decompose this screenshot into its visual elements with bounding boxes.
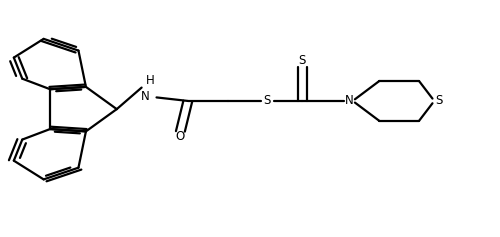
Text: S: S bbox=[264, 94, 271, 107]
Text: S: S bbox=[436, 94, 442, 107]
Text: N: N bbox=[141, 90, 150, 103]
Text: H: H bbox=[146, 74, 155, 87]
Text: N: N bbox=[345, 94, 354, 107]
Text: S: S bbox=[298, 54, 306, 67]
Text: O: O bbox=[176, 130, 185, 143]
